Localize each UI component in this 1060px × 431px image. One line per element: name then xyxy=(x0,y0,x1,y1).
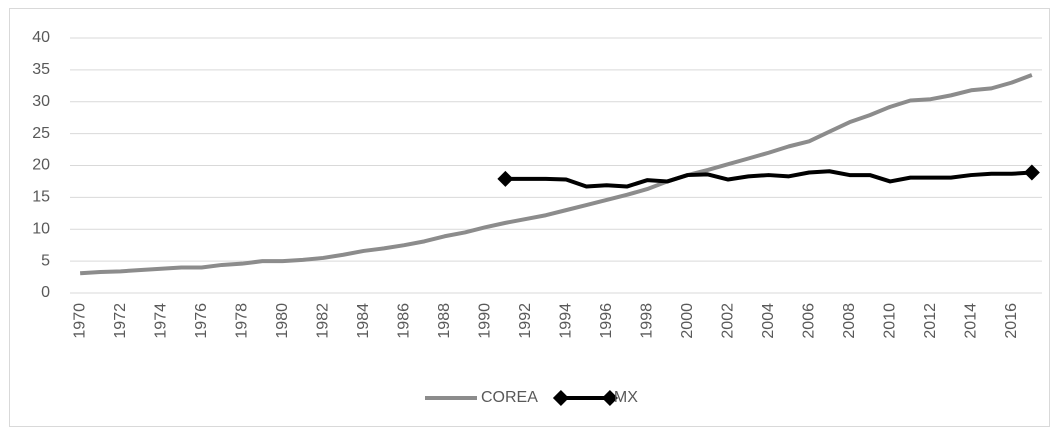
x-tick-label: 1976 xyxy=(193,303,210,339)
x-tick-label: 2010 xyxy=(881,303,898,339)
x-tick-label: 1984 xyxy=(355,303,372,339)
x-tick-label: 1982 xyxy=(314,303,331,339)
legend-marker xyxy=(601,390,618,406)
y-tick-label: 20 xyxy=(32,157,50,174)
y-tick-label: 15 xyxy=(32,189,50,206)
x-tick-label: 1986 xyxy=(395,303,412,339)
x-tick-label: 1990 xyxy=(476,303,493,339)
legend-label: COREA xyxy=(481,389,538,406)
x-tick-label: 1974 xyxy=(152,303,169,339)
legend-marker xyxy=(552,390,569,406)
x-tick-label: 2014 xyxy=(962,303,979,339)
x-tick-label: 1978 xyxy=(233,303,250,339)
y-tick-label: 30 xyxy=(32,93,50,110)
x-tick-label: 2016 xyxy=(1003,303,1020,339)
x-tick-label: 2012 xyxy=(922,303,939,339)
x-tick-label: 2006 xyxy=(800,303,817,339)
x-tick-label: 1972 xyxy=(112,303,129,339)
x-tick-label: 1980 xyxy=(274,303,291,339)
x-tick-label: 1992 xyxy=(517,303,534,339)
series-line xyxy=(505,169,1033,189)
x-tick-label: 1998 xyxy=(638,303,655,339)
x-tick-label: 2004 xyxy=(760,303,777,339)
x-tick-label: 1996 xyxy=(598,303,615,339)
x-tick-label: 2000 xyxy=(679,303,696,339)
series-line xyxy=(79,73,1033,276)
y-tick-label: 10 xyxy=(32,220,50,237)
x-tick-label: 1988 xyxy=(436,303,453,339)
series-marker xyxy=(1023,164,1040,181)
y-tick-label: 25 xyxy=(32,125,50,142)
y-tick-label: 5 xyxy=(41,252,50,269)
x-tick-label: 2008 xyxy=(841,303,858,339)
x-tick-label: 1994 xyxy=(557,303,574,339)
legend-label: MX xyxy=(614,389,638,406)
y-tick-label: 0 xyxy=(41,284,50,301)
y-tick-label: 40 xyxy=(32,29,50,46)
x-tick-label: 2002 xyxy=(719,303,736,339)
x-tick-label: 1970 xyxy=(71,303,88,339)
y-tick-label: 35 xyxy=(32,61,50,78)
series-marker xyxy=(497,170,514,187)
